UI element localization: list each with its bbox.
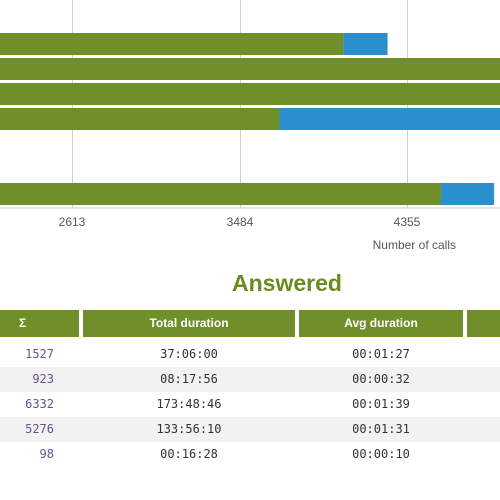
table-row[interactable]: 923 08:17:56 00:00:32 xyxy=(0,367,500,392)
cell-avg-duration: 00:01:31 xyxy=(352,422,410,436)
bar-row1-series2[interactable] xyxy=(343,33,388,55)
cell-sigma[interactable]: 6332 xyxy=(25,397,54,411)
x-tick-label-0: 2613 xyxy=(59,215,86,229)
bar-row2-series1[interactable] xyxy=(0,58,500,80)
cell-sigma[interactable]: 923 xyxy=(32,372,54,386)
table-row[interactable]: 6332 173:48:46 00:01:39 xyxy=(0,392,500,417)
cell-sigma[interactable]: 5276 xyxy=(25,422,54,436)
x-tick-label-2: 4355 xyxy=(394,215,421,229)
cell-total-duration: 37:06:00 xyxy=(160,347,218,361)
bar-row6-series1[interactable] xyxy=(0,183,442,205)
header-total-duration[interactable]: Total duration xyxy=(83,310,295,337)
header-next-column[interactable] xyxy=(467,310,500,337)
calls-bar-chart: 2613 3484 4355 Number of calls xyxy=(0,0,500,252)
cell-sigma[interactable]: 98 xyxy=(39,447,54,461)
cell-avg-duration: 00:01:39 xyxy=(352,397,410,411)
header-avg-duration[interactable]: Avg duration xyxy=(299,310,463,337)
cell-avg-duration: 00:00:32 xyxy=(352,372,410,386)
cell-avg-duration: 00:00:10 xyxy=(352,447,410,461)
bar-row6-series2[interactable] xyxy=(441,183,495,205)
x-axis-title: Number of calls xyxy=(373,238,456,252)
cell-total-duration: 08:17:56 xyxy=(160,372,218,386)
cell-total-duration: 173:48:46 xyxy=(156,397,222,411)
chart-tick-labels: 2613 3484 4355 xyxy=(59,215,421,229)
cell-sigma[interactable]: 1527 xyxy=(25,347,54,361)
bar-row1-series1[interactable] xyxy=(0,33,344,55)
answered-table: Σ Total duration Avg duration 1527 37:06:… xyxy=(0,310,500,461)
cell-total-duration: 00:16:28 xyxy=(160,447,218,461)
bar-row3-series1[interactable] xyxy=(0,83,500,105)
section-title: Answered xyxy=(232,270,342,296)
cell-total-duration: 133:56:10 xyxy=(156,422,222,436)
bar-row4-series1[interactable] xyxy=(0,108,280,130)
chart-bars xyxy=(0,33,500,205)
header-sigma[interactable]: Σ xyxy=(0,310,79,337)
table-header-row: Σ Total duration Avg duration xyxy=(0,310,500,337)
table-row[interactable]: 1527 37:06:00 00:01:27 xyxy=(0,342,500,367)
cell-avg-duration: 00:01:27 xyxy=(352,347,410,361)
table-row[interactable]: 98 00:16:28 00:00:10 xyxy=(0,442,500,467)
bar-row4-series2[interactable] xyxy=(279,108,500,130)
x-tick-label-1: 3484 xyxy=(227,215,254,229)
table-row[interactable]: 5276 133:56:10 00:01:31 xyxy=(0,417,500,442)
